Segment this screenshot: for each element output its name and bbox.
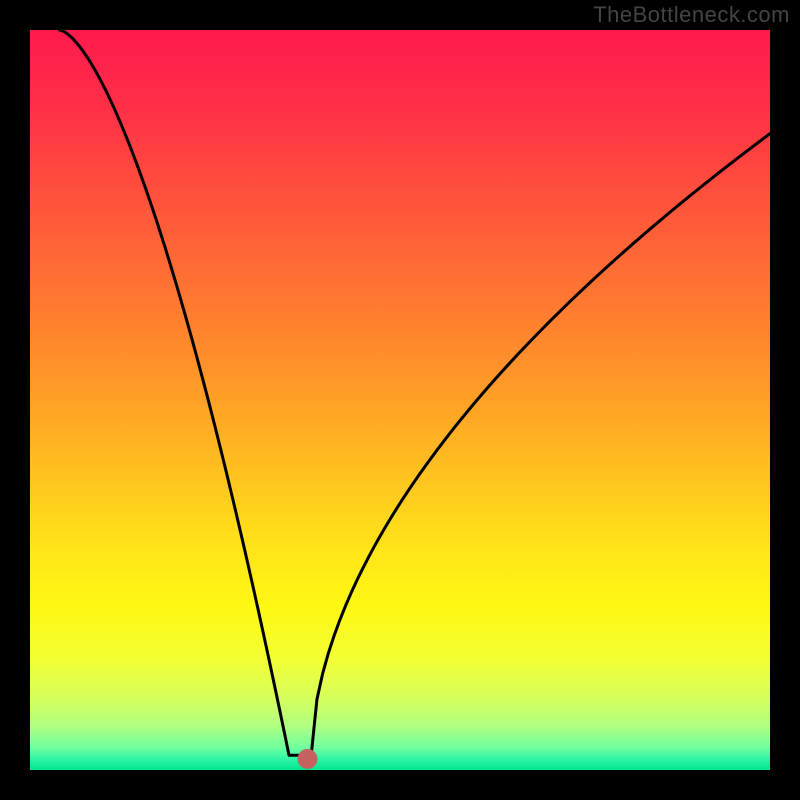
chart-frame: TheBottleneck.com	[0, 0, 800, 800]
bottleneck-curve	[60, 30, 770, 755]
watermark-text: TheBottleneck.com	[593, 2, 790, 28]
curve-overlay	[0, 0, 800, 800]
vertex-marker	[298, 749, 318, 769]
